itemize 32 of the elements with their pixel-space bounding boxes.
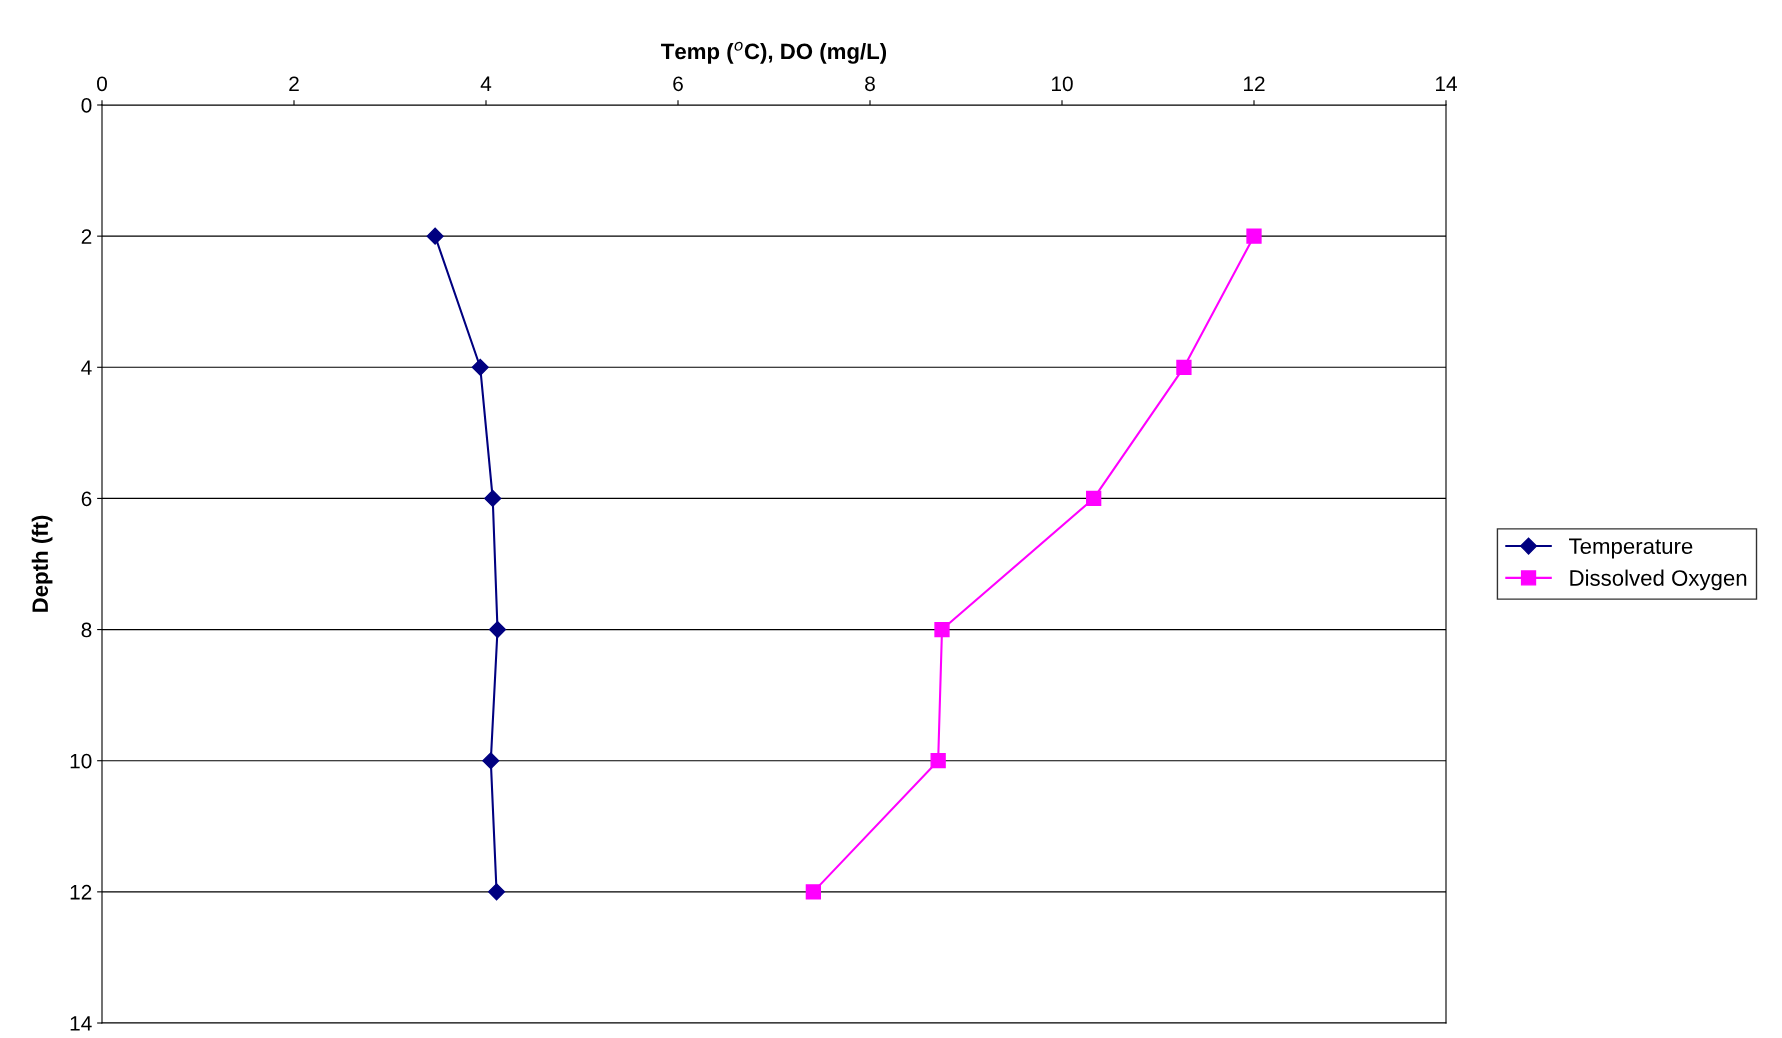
x-tick-label: 0 [97,76,107,92]
x-tick-label: 2 [289,76,299,91]
point [484,489,502,507]
x-tick-label: 14 [1436,76,1457,91]
point [488,883,506,901]
point [930,753,946,769]
y-tick-label: 12 [70,884,92,900]
point [426,227,444,245]
point [482,752,500,770]
point [488,621,507,639]
x-tick-label: 8 [865,76,875,92]
point [1246,228,1262,244]
legend-label: Dissolved Oxygen [1570,569,1747,591]
legend-label: Temperature [1569,538,1693,559]
y-tick-label: 8 [81,622,92,638]
y-tick-label: 14 [70,1016,92,1031]
x-axis-title: Temp ($^{o}$C), DO (mg/L) [661,41,887,64]
y-tick-label: 10 [70,753,92,769]
y-tick-label: 4 [81,360,92,375]
x-tick-label: 4 [480,76,492,91]
x-tick-label: 6 [673,76,683,92]
point [1176,359,1192,375]
x-tick-label: 10 [1052,76,1073,92]
y-tick-label: 0 [81,98,92,113]
point [471,358,489,376]
point [934,621,950,638]
y-tick-label: 6 [81,491,92,507]
y-tick-label: 2 [81,229,92,244]
y-axis-title: Depth (ft) [31,515,53,612]
point [805,884,821,900]
x-tick-label: 12 [1244,76,1265,91]
point [1086,490,1102,507]
